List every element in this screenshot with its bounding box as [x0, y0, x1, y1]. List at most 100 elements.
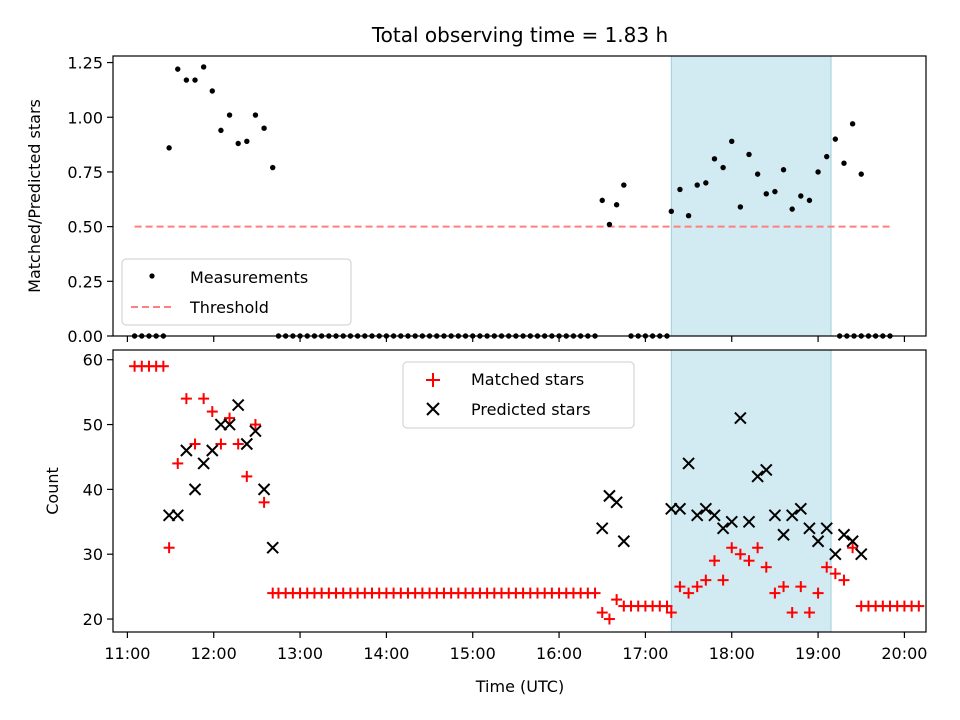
predicted-star-point: [829, 547, 842, 561]
observing-window-shade: [670, 349, 832, 633]
predicted-star-point: [231, 398, 245, 412]
count-panel: 20 30 40 50 60 11:00 12:00 13:00 14:00 15:00 16:0…: [43, 349, 927, 696]
matched-star-point: [803, 607, 815, 619]
matched-star-point: [795, 581, 807, 593]
predicted-star-point: [197, 457, 210, 470]
y-tick-label: 30: [83, 545, 103, 564]
matched-star-point: [691, 581, 703, 593]
measurement-point: [192, 77, 198, 83]
measurement-point: [244, 138, 250, 145]
matched-star-point: [786, 607, 798, 619]
predicted-star-point: [596, 522, 609, 535]
matched-star-point: [224, 412, 236, 424]
x-tick-label: 13:00: [277, 644, 323, 663]
matched-star-point: [847, 542, 859, 554]
predicted-star-point: [837, 528, 851, 541]
measurement-point: [270, 164, 276, 171]
predicted-star-point: [188, 483, 202, 496]
measurement-point: [849, 121, 856, 127]
y-tick-label: 1.00: [67, 108, 103, 127]
predicted-star-point: [794, 502, 808, 516]
matched-star-point: [717, 574, 729, 586]
predicted-star-point: [223, 418, 236, 431]
predicted-star-point: [742, 515, 756, 529]
matched-star-point: [913, 600, 925, 612]
measurement-point: [703, 180, 709, 186]
predicted-star-point: [691, 509, 704, 522]
predicted-star-point: [617, 535, 631, 548]
matched-star-point: [760, 561, 772, 573]
measurement-point: [806, 197, 813, 204]
x-tick-label: 19:00: [795, 644, 841, 663]
measurement-point: [729, 138, 735, 145]
measurement-point: [209, 88, 215, 94]
matched-star-point: [726, 542, 738, 554]
predicted-star-point: [725, 515, 738, 529]
measurement-point: [754, 171, 761, 177]
predicted-star-point: [180, 444, 193, 457]
matched-star-point: [665, 607, 677, 619]
legend-label-predicted: Predicted stars: [471, 400, 591, 419]
measurement-point: [606, 221, 613, 228]
matched-star-point: [708, 555, 720, 567]
x-tick-label: 20:00: [881, 644, 927, 663]
matched-star-point: [172, 457, 184, 469]
ratio-panel: 0.00 0.25 0.50 0.75 1.00 1.25 Matched/Predict…: [25, 54, 927, 346]
measurement-point: [599, 197, 605, 204]
predicted-star-point: [171, 509, 184, 522]
matched-star-point: [778, 581, 790, 593]
y-tick-label: 60: [83, 351, 103, 370]
bottom-x-ticks: 11:00 12:00 13:00 14:00 15:00 16:00 17:00 18:00…: [104, 632, 927, 663]
y-tick-label: 20: [83, 610, 103, 629]
measurement-point: [685, 212, 692, 219]
predicted-star-point: [811, 535, 825, 548]
predicted-star-point: [768, 509, 782, 522]
measurement-point: [166, 145, 172, 151]
matched-star-point: [241, 470, 253, 482]
predicted-star-point: [820, 522, 833, 535]
x-tick-label: 14:00: [363, 644, 409, 663]
measurement-point: [218, 127, 224, 134]
matched-star-point: [821, 561, 833, 573]
measurement-point: [668, 208, 675, 215]
observing-window-shade: [670, 55, 832, 337]
matched-star-point: [674, 581, 686, 593]
predicted-star-point: [266, 541, 279, 554]
top-axes-frame: [112, 55, 927, 337]
matched-star-point: [683, 587, 695, 599]
y-tick-label: 40: [83, 480, 103, 499]
measurement-point: [815, 169, 821, 175]
matched-star-point: [838, 574, 850, 586]
x-tick-label: 15:00: [450, 644, 496, 663]
x-tick-label: 17:00: [622, 644, 668, 663]
bottom-y-ticks: 20 30 40 50 60: [83, 351, 113, 629]
top-x-ticks: [126, 336, 906, 342]
legend-label-measurements: Measurements: [190, 268, 308, 287]
matched-star-point: [611, 594, 623, 606]
predicted-star-point: [240, 437, 254, 451]
matched-star-point: [596, 607, 608, 619]
matched-star-point: [206, 406, 218, 418]
matched-star-point: [743, 555, 755, 567]
matched-star-point: [603, 613, 615, 625]
legend-label-threshold: Threshold: [189, 298, 269, 317]
predicted-star-point: [855, 547, 868, 561]
top-y-ticks: 0.00 0.25 0.50 0.75 1.00 1.25: [67, 54, 113, 346]
predicted-star-point: [777, 528, 790, 541]
matched-star-point: [189, 438, 201, 450]
top-y-axis-label: Matched/Predicted stars: [25, 99, 44, 293]
predicted-star-point: [610, 496, 623, 509]
matched-star-point: [734, 548, 746, 560]
measurement-point: [677, 186, 683, 193]
measurement-point: [832, 136, 839, 142]
matched-star-point: [258, 496, 270, 508]
measurement-point: [798, 193, 804, 199]
bottom-legend: Matched stars Predicted stars: [402, 361, 635, 429]
predicted-star-point: [206, 444, 219, 457]
count-points: [129, 360, 925, 625]
predicted-star-point: [785, 509, 799, 522]
predicted-star-point: [257, 483, 271, 496]
legend-marker-predicted: [426, 402, 440, 416]
top-legend: Measurements Threshold: [121, 258, 352, 326]
